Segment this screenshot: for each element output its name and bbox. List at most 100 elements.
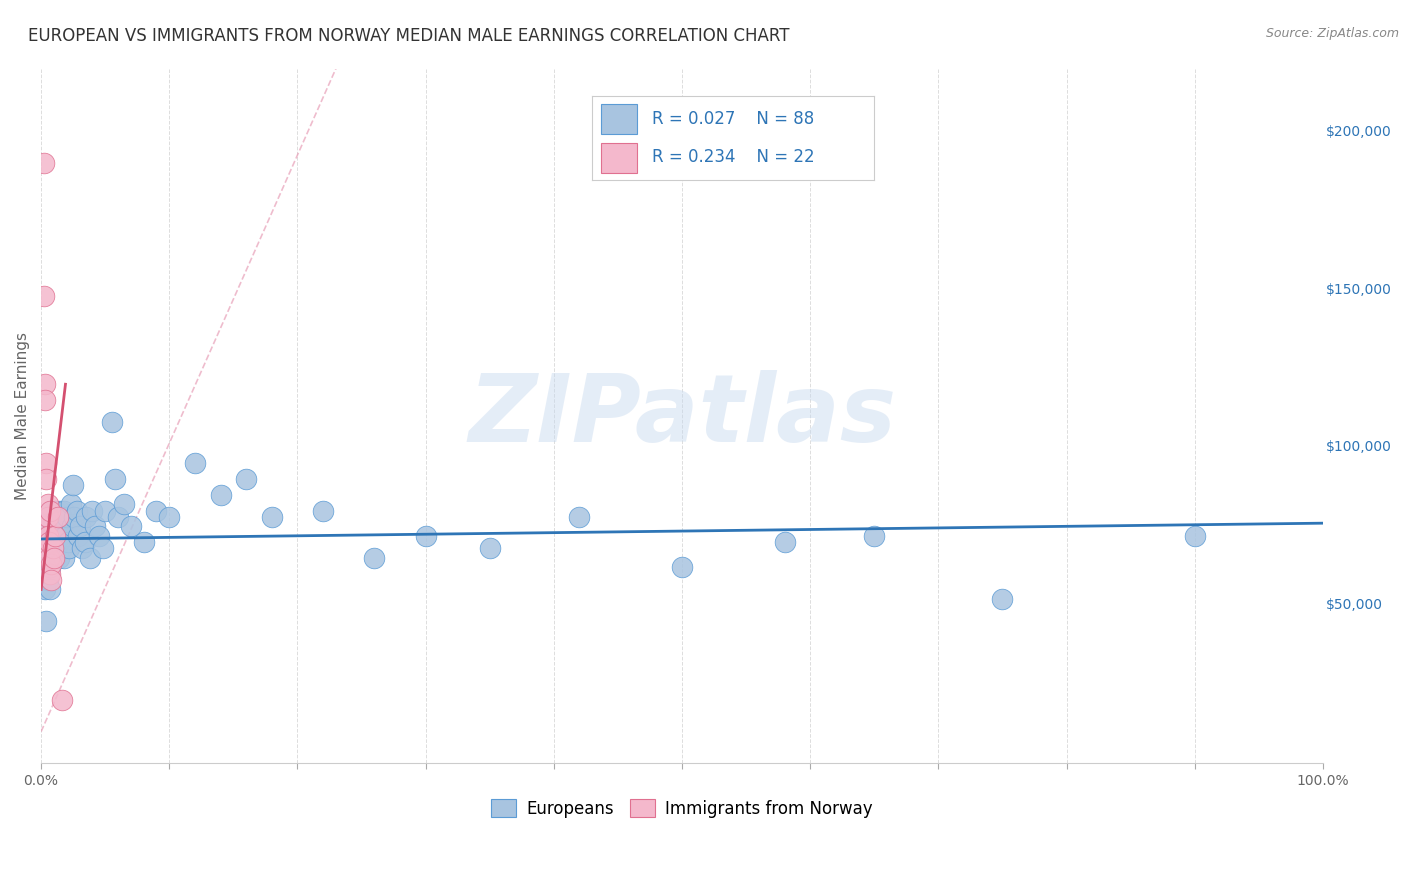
Point bbox=[45, 503, 67, 517]
Point bbox=[45, 541, 67, 556]
Point bbox=[79, 550, 101, 565]
Point bbox=[39, 541, 62, 556]
Y-axis label: Median Male Earnings: Median Male Earnings bbox=[15, 332, 30, 500]
Point bbox=[46, 509, 69, 524]
Point bbox=[37, 529, 59, 543]
Text: $50,000: $50,000 bbox=[1326, 599, 1382, 612]
Point bbox=[863, 529, 886, 543]
Point bbox=[991, 591, 1014, 606]
Point bbox=[415, 529, 437, 543]
Point bbox=[1184, 529, 1206, 543]
Point bbox=[35, 614, 58, 628]
Point bbox=[41, 541, 63, 556]
Text: $100,000: $100,000 bbox=[1326, 441, 1392, 454]
Point bbox=[42, 550, 65, 565]
Point bbox=[51, 541, 73, 556]
Point bbox=[94, 503, 117, 517]
Point bbox=[41, 535, 63, 549]
Point bbox=[41, 573, 63, 587]
Point bbox=[37, 529, 59, 543]
Point bbox=[112, 497, 135, 511]
Point bbox=[51, 693, 73, 707]
Point bbox=[58, 541, 80, 556]
Point bbox=[104, 472, 127, 486]
Point bbox=[87, 529, 110, 543]
Point bbox=[42, 541, 65, 556]
Point bbox=[55, 509, 77, 524]
Point bbox=[67, 529, 90, 543]
Point bbox=[41, 509, 63, 524]
Text: EUROPEAN VS IMMIGRANTS FROM NORWAY MEDIAN MALE EARNINGS CORRELATION CHART: EUROPEAN VS IMMIGRANTS FROM NORWAY MEDIA… bbox=[28, 27, 790, 45]
Point bbox=[38, 550, 60, 565]
Point bbox=[39, 566, 62, 581]
Point bbox=[53, 550, 76, 565]
Point bbox=[63, 509, 86, 524]
Point bbox=[568, 509, 591, 524]
Point bbox=[39, 503, 62, 517]
Point bbox=[41, 503, 63, 517]
Point bbox=[42, 529, 65, 543]
Point bbox=[34, 519, 56, 533]
Point bbox=[60, 519, 83, 533]
Point bbox=[100, 415, 122, 429]
Point bbox=[39, 560, 62, 574]
Point bbox=[145, 503, 167, 517]
Point bbox=[39, 582, 62, 597]
Point bbox=[48, 535, 70, 549]
Point bbox=[35, 472, 58, 486]
Text: Source: ZipAtlas.com: Source: ZipAtlas.com bbox=[1265, 27, 1399, 40]
Point bbox=[39, 525, 62, 540]
Point bbox=[671, 560, 693, 574]
Point bbox=[38, 550, 60, 565]
Point bbox=[75, 509, 97, 524]
Text: $200,000: $200,000 bbox=[1326, 125, 1392, 138]
Point bbox=[59, 497, 82, 511]
Point bbox=[35, 541, 58, 556]
Point bbox=[157, 509, 180, 524]
Point bbox=[209, 488, 232, 502]
Point bbox=[62, 478, 84, 492]
Point bbox=[38, 519, 60, 533]
Point bbox=[70, 541, 93, 556]
Point bbox=[45, 519, 67, 533]
Text: ZIPatlas: ZIPatlas bbox=[468, 370, 896, 462]
Point bbox=[91, 541, 114, 556]
Point bbox=[35, 456, 58, 470]
Point bbox=[363, 550, 385, 565]
Point bbox=[235, 472, 257, 486]
Point bbox=[44, 550, 66, 565]
Point bbox=[478, 541, 501, 556]
Point bbox=[51, 509, 73, 524]
Point bbox=[82, 503, 104, 517]
Text: $150,000: $150,000 bbox=[1326, 283, 1392, 296]
Point bbox=[38, 535, 60, 549]
Point bbox=[39, 509, 62, 524]
Point bbox=[66, 503, 89, 517]
Point bbox=[37, 509, 59, 524]
Legend: Europeans, Immigrants from Norway: Europeans, Immigrants from Norway bbox=[485, 793, 880, 824]
Point bbox=[32, 289, 55, 303]
Point bbox=[773, 535, 796, 549]
Point bbox=[132, 535, 155, 549]
Point bbox=[46, 529, 69, 543]
Point bbox=[120, 519, 142, 533]
Point bbox=[44, 535, 66, 549]
Point bbox=[34, 377, 56, 392]
Point bbox=[42, 519, 65, 533]
Point bbox=[41, 529, 63, 543]
Point bbox=[38, 566, 60, 581]
Point bbox=[53, 503, 76, 517]
Point bbox=[44, 509, 66, 524]
Point bbox=[260, 509, 283, 524]
Point bbox=[32, 156, 55, 170]
Point bbox=[312, 503, 335, 517]
Point bbox=[42, 503, 65, 517]
Point bbox=[34, 582, 56, 597]
Point bbox=[56, 535, 79, 549]
Point bbox=[37, 497, 59, 511]
Point bbox=[38, 535, 60, 549]
Point bbox=[41, 558, 63, 572]
Point bbox=[184, 456, 207, 470]
Point bbox=[44, 529, 66, 543]
Point bbox=[48, 519, 70, 533]
